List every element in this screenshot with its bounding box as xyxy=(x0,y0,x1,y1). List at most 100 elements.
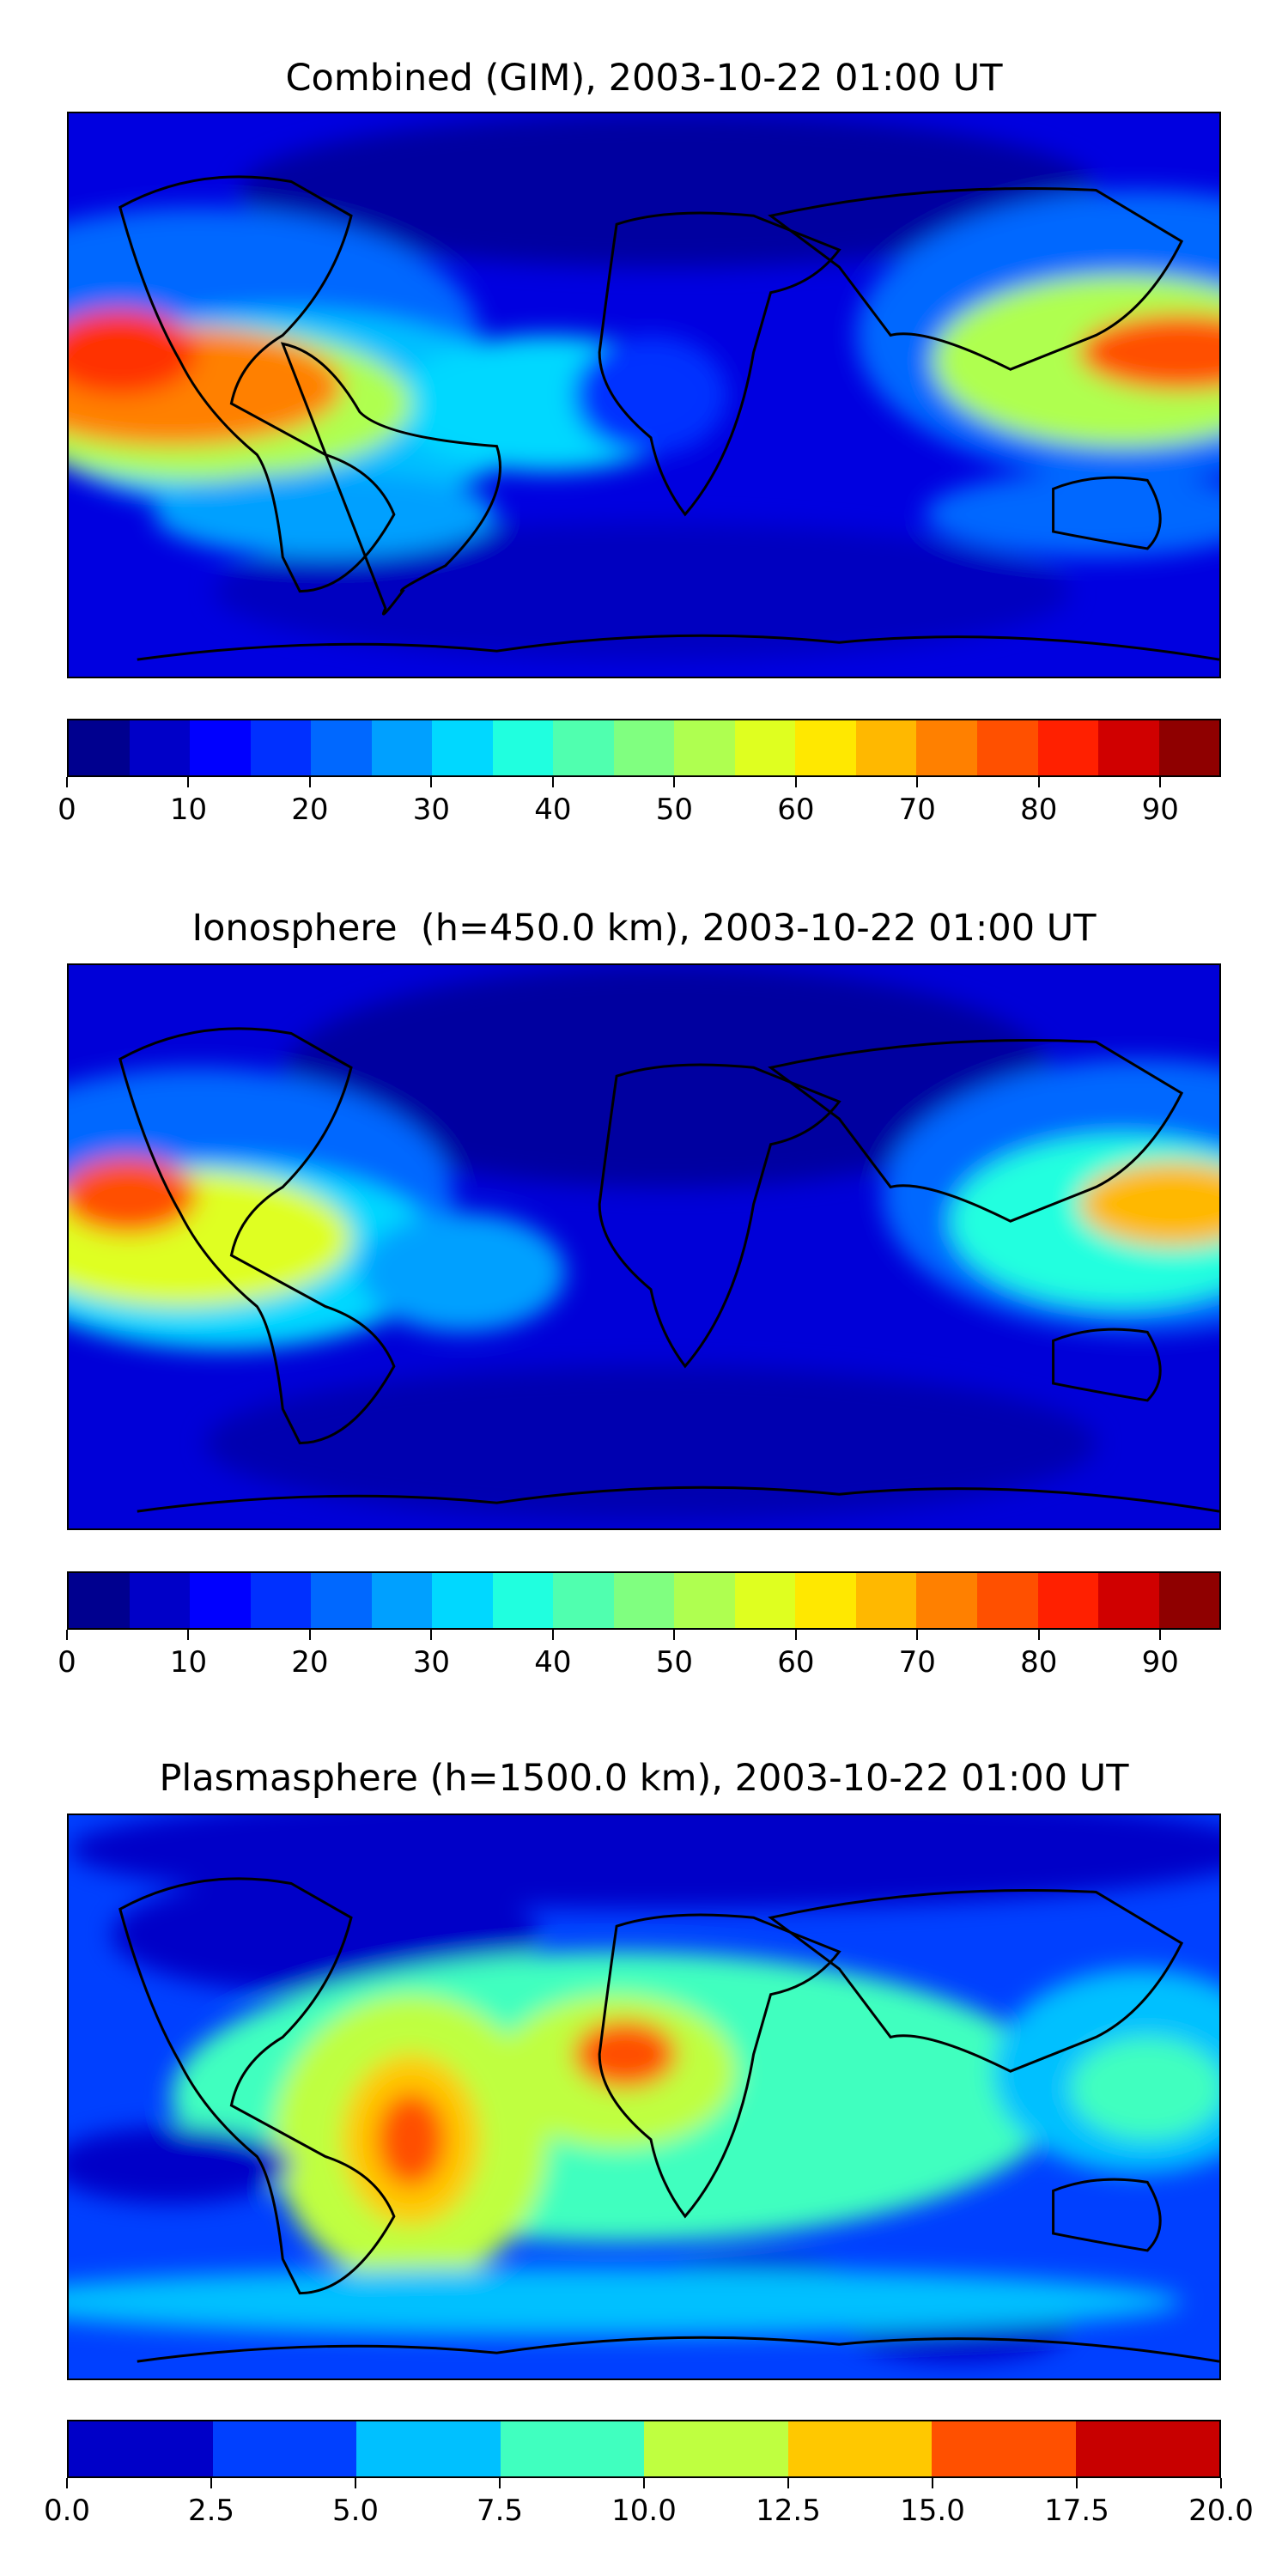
colorbar-combined xyxy=(67,719,1221,777)
colorbar-tick-label: 40 xyxy=(534,1645,572,1680)
colorbar-segment xyxy=(1098,1573,1159,1628)
colorbar-tick-label: 20.0 xyxy=(1188,2494,1254,2528)
panel-title-combined: Combined (GIM), 2003-10-22 01:00 UT xyxy=(285,57,1003,100)
colorbar-segment xyxy=(932,2421,1076,2476)
colorbar-segment xyxy=(371,1573,433,1628)
colorbar-tick-label: 17.5 xyxy=(1044,2494,1109,2528)
colorbar-segment xyxy=(356,2421,501,2476)
colorbar-segment xyxy=(553,1573,614,1628)
colorbar-segment xyxy=(311,1573,372,1628)
colorbar-tick xyxy=(1220,2478,1222,2488)
colorbar-plasmasphere xyxy=(67,2420,1221,2478)
colorbar-tick xyxy=(1037,777,1040,787)
colorbar-tick-label: 20 xyxy=(291,1645,329,1680)
colorbar-segment xyxy=(212,2421,356,2476)
colorbar-tick xyxy=(916,777,919,787)
colorbar-segment xyxy=(795,1573,856,1628)
colorbar-segment xyxy=(69,720,130,775)
colorbar-ticks-combined: 0 10 20 30 40 50 60 70 80 90 xyxy=(58,777,1221,829)
colorbar-segment xyxy=(613,720,675,775)
colorbar-segment xyxy=(855,1573,917,1628)
colorbar-tick xyxy=(66,777,68,787)
colorbar-segment xyxy=(734,1573,796,1628)
colorbar-tick xyxy=(932,2478,933,2488)
colorbar-segment xyxy=(1037,1573,1099,1628)
colorbar-segment xyxy=(492,1573,554,1628)
colorbar-segment xyxy=(787,2421,932,2476)
colorbar-tick xyxy=(308,1630,311,1640)
colorbar-tick xyxy=(499,2478,501,2488)
colorbar-tick xyxy=(673,777,676,787)
colorbar-tick xyxy=(551,777,554,787)
colorbar-tick xyxy=(210,2478,212,2488)
colorbar-segment xyxy=(432,1573,493,1628)
colorbar-segment xyxy=(69,1573,130,1628)
colorbar-tick xyxy=(66,1630,68,1640)
map-combined xyxy=(67,112,1221,678)
colorbar-tick-label: 50 xyxy=(655,793,693,827)
colorbar-tick-label: 50 xyxy=(655,1645,693,1680)
colorbar-segment xyxy=(916,1573,977,1628)
colorbar-tick xyxy=(355,2478,356,2488)
colorbar-tick xyxy=(1159,777,1162,787)
colorbar-segment xyxy=(190,1573,251,1628)
colorbar-tick-label: 70 xyxy=(898,793,936,827)
colorbar-segment xyxy=(553,720,614,775)
colorbar-segment xyxy=(855,720,917,775)
colorbar-tick-label: 20 xyxy=(291,793,329,827)
colorbar-tick xyxy=(673,1630,676,1640)
colorbar-tick-label: 10 xyxy=(169,793,208,827)
colorbar-segment xyxy=(500,2421,644,2476)
colorbar-ionosphere xyxy=(67,1571,1221,1630)
colorbar-segment xyxy=(129,720,191,775)
colorbar-tick-label: 30 xyxy=(412,1645,451,1680)
colorbar-tick-label: 7.5 xyxy=(476,2494,524,2528)
colorbar-tick-label: 5.0 xyxy=(331,2494,380,2528)
colorbar-tick xyxy=(1037,1630,1040,1640)
colorbar-segment xyxy=(1098,720,1159,775)
colorbar-tick-label: 90 xyxy=(1141,793,1179,827)
colorbar-segment xyxy=(644,2421,788,2476)
colorbar-segment xyxy=(432,720,493,775)
colorbar-tick xyxy=(430,1630,433,1640)
colorbar-segment xyxy=(1158,1573,1220,1628)
colorbar-tick xyxy=(1076,2478,1078,2488)
colorbar-tick xyxy=(187,1630,190,1640)
colorbar-ticks-ionosphere: 0 10 20 30 40 50 60 70 80 90 xyxy=(58,1630,1221,1681)
colorbar-tick xyxy=(643,2478,645,2488)
colorbar-segment xyxy=(976,720,1038,775)
colorbar-segment xyxy=(250,720,312,775)
colorbar-tick-label: 80 xyxy=(1020,1645,1058,1680)
colorbar-tick-label: 10 xyxy=(169,1645,208,1680)
colorbar-tick-label: 80 xyxy=(1020,793,1058,827)
colorbar-tick xyxy=(1159,1630,1162,1640)
panel-title-ionosphere: Ionosphere (h=450.0 km), 2003-10-22 01:0… xyxy=(191,907,1097,950)
colorbar-segment xyxy=(795,720,856,775)
colorbar-tick-label: 60 xyxy=(777,793,815,827)
colorbar-tick-label: 70 xyxy=(898,1645,936,1680)
colorbar-segment xyxy=(613,1573,675,1628)
colorbar-tick xyxy=(551,1630,554,1640)
colorbar-segment xyxy=(1075,2421,1219,2476)
colorbar-tick-label: 0.0 xyxy=(43,2494,91,2528)
map-ionosphere xyxy=(67,963,1221,1530)
colorbar-segment xyxy=(1158,720,1220,775)
colorbar-tick xyxy=(187,777,190,787)
colorbar-tick-label: 30 xyxy=(412,793,451,827)
colorbar-tick-label: 0 xyxy=(58,793,76,827)
colorbar-tick xyxy=(794,777,797,787)
colorbar-tick-label: 15.0 xyxy=(900,2494,965,2528)
colorbar-segment xyxy=(916,720,977,775)
colorbar-tick-label: 0 xyxy=(58,1645,76,1680)
colorbar-tick xyxy=(430,777,433,787)
colorbar-segment xyxy=(311,720,372,775)
colorbar-segment xyxy=(129,1573,191,1628)
colorbar-segment xyxy=(492,720,554,775)
colorbar-segment xyxy=(190,720,251,775)
colorbar-tick xyxy=(916,1630,919,1640)
colorbar-tick xyxy=(66,2478,68,2488)
colorbar-tick-label: 12.5 xyxy=(756,2494,821,2528)
colorbar-tick xyxy=(794,1630,797,1640)
colorbar-segment xyxy=(371,720,433,775)
panel-title-plasmasphere: Plasmasphere (h=1500.0 km), 2003-10-22 0… xyxy=(159,1757,1129,1800)
